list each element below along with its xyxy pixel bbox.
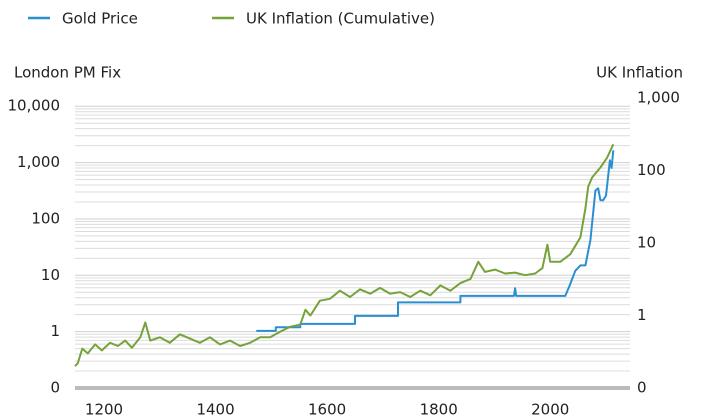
y-tick-label: 10,000: [8, 97, 61, 115]
x-tick-label: 1400: [196, 401, 234, 419]
x-tick-label: 1800: [420, 401, 458, 419]
y2-tick-label: 100: [637, 161, 666, 179]
legend-label: UK Inflation (Cumulative): [246, 10, 435, 28]
x-tick-label: 1600: [308, 401, 346, 419]
y2-tick-label: 1,000: [637, 89, 680, 107]
y-tick-label: 1: [50, 322, 60, 340]
y-tick-label: 100: [31, 209, 60, 227]
x-tick-label: 2000: [531, 401, 569, 419]
y-tick-label: 10: [41, 266, 60, 284]
y2-axis-title: UK Inflation: [596, 64, 683, 82]
y2-tick-label: 1: [637, 306, 647, 324]
y-tick-label: 1,000: [17, 153, 60, 171]
y2-tick-label: 0: [637, 379, 647, 397]
y-axis-title: London PM Fix: [14, 64, 121, 82]
y2-tick-label: 10: [637, 234, 656, 252]
legend-label: Gold Price: [62, 10, 138, 28]
series-line: [74, 143, 615, 367]
y-tick-label: 0: [50, 379, 60, 397]
series-line: [256, 150, 615, 332]
x-tick-label: 1200: [85, 401, 123, 419]
